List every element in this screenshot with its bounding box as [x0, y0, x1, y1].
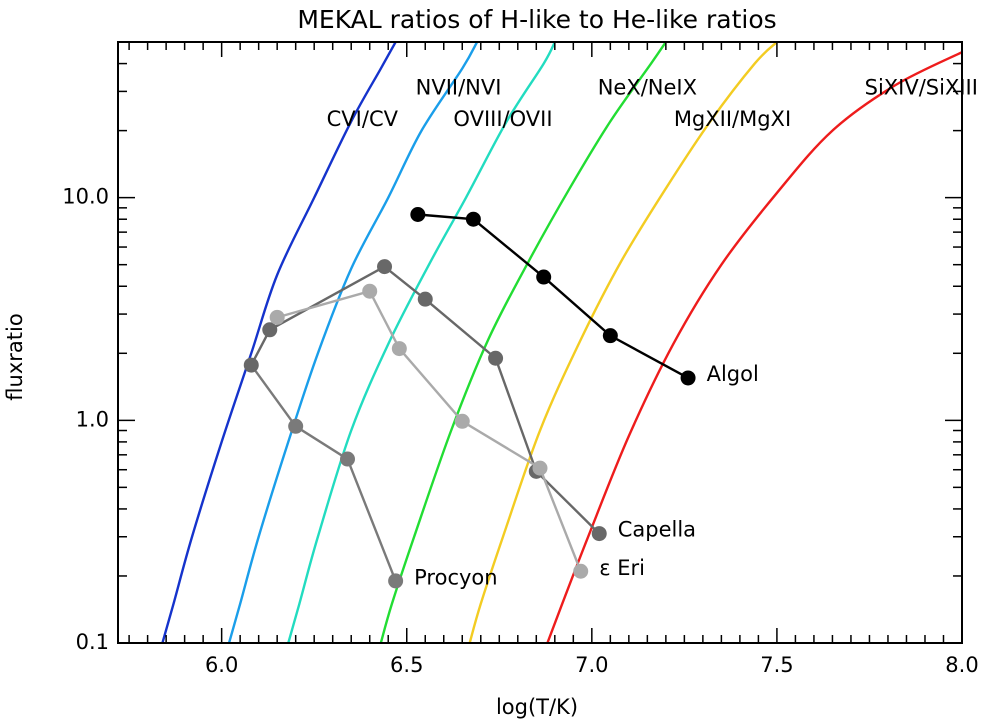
star-series [243, 207, 696, 589]
data-point-algol [536, 269, 552, 285]
axes: 6.0 6.5 7.0 7.5 8.0 0.1 1.0 10.0 [62, 41, 979, 677]
data-point-capella [262, 322, 278, 338]
data-point-algol [465, 211, 481, 227]
model-curves [161, 42, 962, 643]
series-label: Procyon [414, 565, 497, 589]
data-point-eps-eri [454, 413, 470, 429]
plot-frame [117, 41, 963, 644]
data-point-capella [243, 357, 259, 373]
curve-label: CVI/CV [327, 107, 399, 131]
data-point-eps-eri [532, 460, 548, 476]
curve-label: NeX/NeIX [598, 76, 697, 100]
x-tick-label: 6.5 [390, 653, 423, 677]
series-line-capella [250, 265, 601, 535]
y-tick-label: 10.0 [62, 185, 109, 209]
curve-label: NVII/NVI [416, 76, 502, 100]
curve-label: OVIII/OVII [453, 107, 552, 131]
x-tick-label: 8.0 [945, 653, 978, 677]
data-point-eps-eri [269, 309, 285, 325]
curve-sixiv-sixiii [546, 51, 962, 643]
x-tick-label: 7.0 [575, 653, 608, 677]
y-tick-label: 1.0 [76, 407, 109, 431]
data-point-capella [488, 350, 504, 366]
curve-mgxii-mgxi [468, 42, 778, 643]
series-label: ε Eri [599, 556, 645, 580]
data-point-eps-eri [573, 563, 589, 579]
data-point-algol [680, 370, 696, 386]
data-point-capella [591, 526, 607, 542]
data-point-eps-eri [362, 283, 378, 299]
chart-title: MEKAL ratios of H-like to He-like ratios [297, 5, 776, 34]
curve-nex-neix [379, 42, 667, 643]
curve-cvi-cv [161, 42, 397, 643]
data-point-algol [602, 328, 618, 344]
curve-nvii-nvi [227, 42, 479, 643]
series-label: Capella [618, 518, 696, 542]
data-point-procyon [388, 573, 404, 589]
data-point-procyon [288, 418, 304, 434]
data-point-procyon [340, 451, 356, 467]
y-tick-label: 0.1 [76, 630, 109, 654]
series-line-eps-eri [276, 289, 582, 572]
series-label: Algol [707, 362, 759, 386]
curve-label: SiXIV/SiXIII [865, 76, 978, 100]
series-connector [250, 364, 297, 428]
y-axis-label: fluxratio [3, 313, 27, 400]
data-point-capella [417, 291, 433, 307]
data-point-algol [410, 207, 426, 223]
x-axis-label: log(T/K) [496, 695, 578, 719]
data-point-capella [377, 259, 393, 275]
x-tick-label: 6.0 [205, 653, 238, 677]
curve-oviii-ovii [287, 42, 556, 643]
labels: CVI/CV NVII/NVI OVIII/OVII NeX/NeIX MgXII/Mg… [327, 76, 978, 590]
curve-label: MgXII/MgXI [674, 107, 791, 131]
data-point-eps-eri [391, 341, 407, 357]
x-tick-label: 7.5 [760, 653, 793, 677]
series-line-algol [417, 213, 689, 379]
